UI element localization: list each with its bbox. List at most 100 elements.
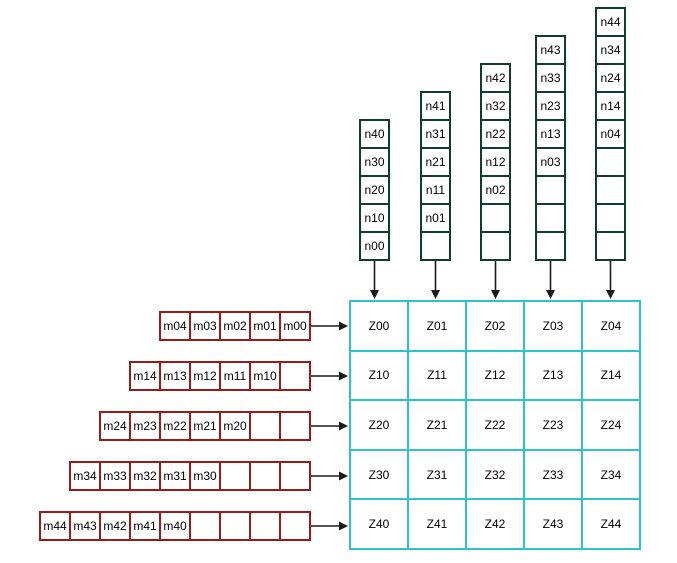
m-cell-m14: m14 [131,363,159,389]
m-cell-empty [281,363,309,389]
m-row-0: m04 m03 m02 m01 m00 [159,311,311,341]
n-cell-n33: n33 [537,65,564,91]
n-cell-empty [422,233,449,259]
n-cell-n21: n21 [422,149,449,175]
n-column-3: n43 n33 n23 n13 n03 [535,35,566,261]
n-column-4: n44 n34 n24 n14 n04 [595,7,626,261]
m-cell-empty [281,413,309,439]
n-cell-empty [597,233,624,259]
z-cell-Z10: Z10 [351,351,407,400]
z-cell-Z31: Z31 [409,450,465,499]
n-cell-n20: n20 [361,177,388,203]
n-cell-n11: n11 [422,177,449,203]
z-cell-Z40: Z40 [351,500,407,548]
z-cell-Z04: Z04 [583,302,639,350]
z-cell-Z44: Z44 [583,500,639,548]
z-cell-Z22: Z22 [467,401,523,449]
m-cell-m43: m43 [71,513,99,539]
z-cell-Z02: Z02 [467,302,523,350]
z-cell-Z23: Z23 [525,401,581,449]
n-cell-n01: n01 [422,205,449,231]
n-arrow-head-icon-4 [606,290,615,299]
n-cell-n41: n41 [422,93,449,119]
z-cell-Z34: Z34 [583,450,639,499]
m-row-4: m44 m43 m42 m41 m40 [39,511,311,541]
m-cell-m33: m33 [101,463,129,489]
m-row-2: m24 m23 m22 m21 m20 [99,411,311,441]
n-cell-n13: n13 [537,121,564,147]
z-cell-Z33: Z33 [525,450,581,499]
z-cell-Z11: Z11 [409,351,465,400]
n-arrow-head-icon-1 [431,290,440,299]
m-cell-empty [221,463,249,489]
n-cell-empty [537,233,564,259]
m-cell-m40: m40 [161,513,189,539]
n-cell-n30: n30 [361,149,388,175]
n-cell-n24: n24 [597,65,624,91]
n-cell-n22: n22 [482,121,509,147]
m-cell-m30: m30 [191,463,219,489]
m-cell-m02: m02 [221,313,249,339]
n-cell-n44: n44 [597,9,624,35]
m-cell-empty [251,463,279,489]
m-arrow-head-icon-0 [339,321,348,331]
n-column-2: n42 n32 n22 n12 n02 [480,63,511,261]
result-grid: Z00 Z01 Z02 Z03 Z04 Z10 Z11 Z12 Z13 Z14 Z20 Z21 Z22 Z… [349,300,641,550]
m-cell-m00: m00 [281,313,309,339]
n-cell-empty [597,149,624,175]
m-cell-m23: m23 [131,413,159,439]
m-cell-m21: m21 [191,413,219,439]
n-cell-empty [482,233,509,259]
m-row-3: m34 m33 m32 m31 m30 [69,461,311,491]
n-cell-empty [537,205,564,231]
z-cell-Z13: Z13 [525,351,581,400]
m-cell-empty [281,463,309,489]
z-cell-Z21: Z21 [409,401,465,449]
n-cell-n03: n03 [537,149,564,175]
z-cell-Z32: Z32 [467,450,523,499]
m-cell-m13: m13 [161,363,189,389]
n-cell-n42: n42 [482,65,509,91]
m-arrow-head-icon-3 [339,471,348,481]
m-cell-m22: m22 [161,413,189,439]
z-cell-Z01: Z01 [409,302,465,350]
z-cell-Z41: Z41 [409,500,465,548]
m-cell-m01: m01 [251,313,279,339]
m-cell-m34: m34 [71,463,99,489]
z-cell-Z00: Z00 [351,302,407,350]
z-cell-Z20: Z20 [351,401,407,449]
n-cell-empty [597,177,624,203]
n-cell-empty [597,205,624,231]
m-cell-m04: m04 [161,313,189,339]
m-row-1: m14 m13 m12 m11 m10 [129,361,311,391]
n-cell-empty [482,205,509,231]
n-arrow-head-icon-0 [370,290,379,299]
m-cell-m20: m20 [221,413,249,439]
n-cell-n34: n34 [597,37,624,63]
m-cell-m42: m42 [101,513,129,539]
n-cell-n40: n40 [361,121,388,147]
m-cell-m31: m31 [161,463,189,489]
n-arrow-head-icon-3 [546,290,555,299]
m-cell-m44: m44 [41,513,69,539]
m-cell-empty [191,513,219,539]
m-cell-m41: m41 [131,513,159,539]
z-cell-Z24: Z24 [583,401,639,449]
m-cell-empty [281,513,309,539]
m-cell-m32: m32 [131,463,159,489]
n-cell-n32: n32 [482,93,509,119]
z-cell-Z30: Z30 [351,450,407,499]
n-column-1: n41 n31 n21 n11 n01 [420,91,451,261]
m-cell-m12: m12 [191,363,219,389]
n-cell-n00: n00 [361,233,388,259]
m-arrow-head-icon-4 [339,521,348,531]
n-cell-n04: n04 [597,121,624,147]
z-cell-Z12: Z12 [467,351,523,400]
z-cell-Z03: Z03 [525,302,581,350]
n-cell-n12: n12 [482,149,509,175]
m-arrow-head-icon-1 [339,371,348,381]
m-cell-m11: m11 [221,363,249,389]
m-cell-empty [251,513,279,539]
n-column-0: n40 n30 n20 n10 n00 [359,119,390,261]
